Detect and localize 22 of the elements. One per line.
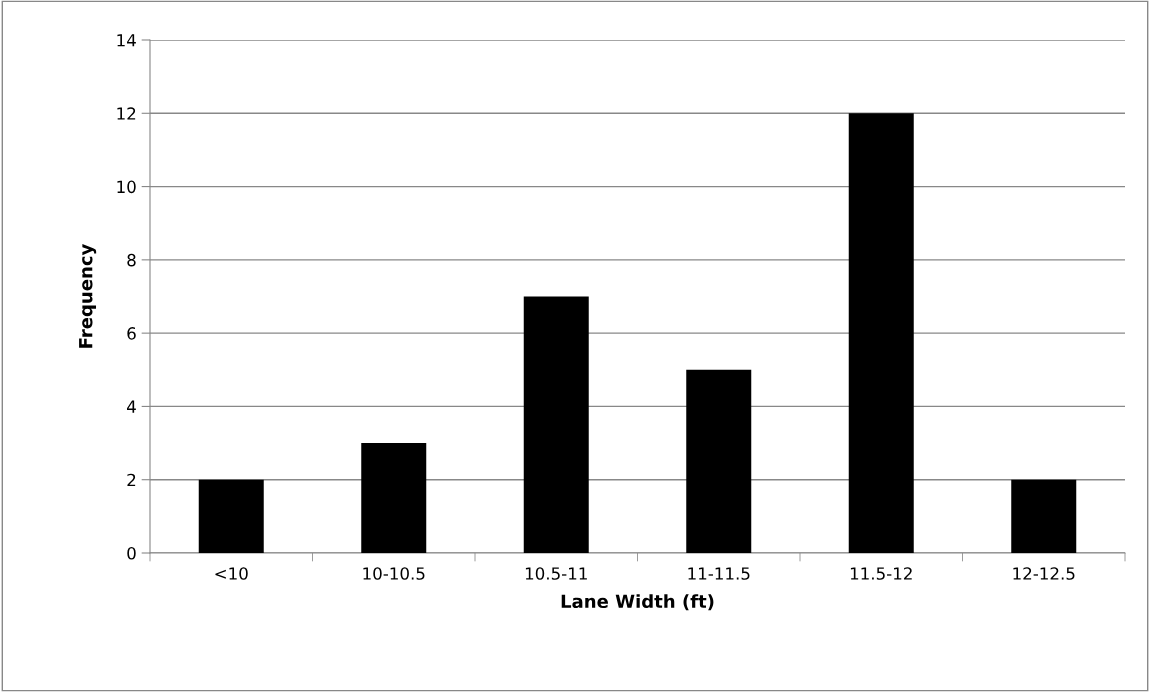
x-axis-title: Lane Width (ft) [561,594,714,611]
y-tick-label: 12 [117,107,136,120]
x-tick-label: 11-11.5 [688,567,750,580]
y-axis-title: Frequency [79,243,97,348]
bar [361,443,427,553]
y-tick-label: 6 [127,327,136,340]
x-tick-label: <10 [215,567,248,580]
x-tick-label: 12-12.5 [1013,567,1075,580]
y-tick-label: 8 [127,253,136,267]
bar [198,479,264,553]
bar [1011,479,1077,553]
bar [848,113,914,553]
x-tick-label: 11.5-12 [850,567,912,580]
y-tick-label: 10 [117,180,136,194]
y-tick-label: 4 [127,400,136,413]
y-tick-label: 0 [127,546,136,560]
bar [686,369,752,553]
x-tick-label: 10-10.5 [363,567,425,580]
x-tick-label: 10.5-11 [525,567,587,580]
y-tick-label: 2 [127,473,136,487]
y-tick-label: 14 [117,34,136,47]
bar [523,296,589,553]
